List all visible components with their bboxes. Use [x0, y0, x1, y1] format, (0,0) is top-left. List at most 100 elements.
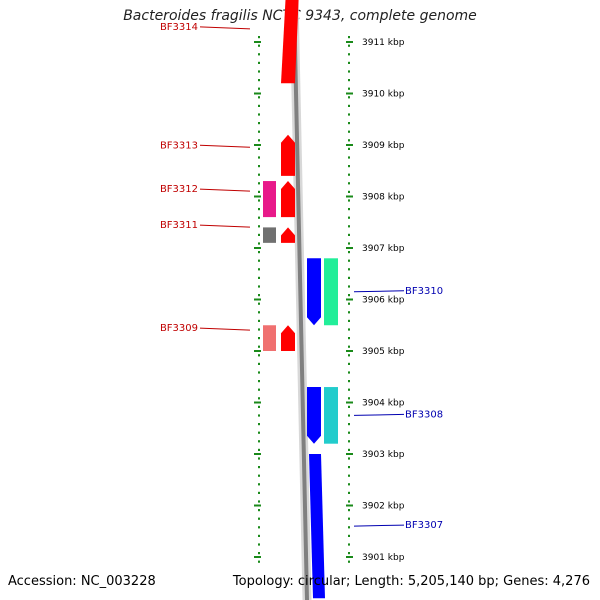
left-major-tick — [254, 453, 261, 455]
right-scale-dot — [348, 208, 350, 211]
right-scale-dot — [348, 491, 350, 494]
left-scale-dot — [258, 70, 260, 73]
right-scale-dot — [348, 457, 350, 460]
right-major-tick — [346, 504, 353, 507]
left-scale-dot — [258, 276, 260, 279]
gene-arrow-bf3312 — [281, 181, 295, 218]
right-scale-dot — [348, 354, 350, 357]
left-major-tick — [254, 504, 261, 507]
right-scale-dot — [348, 466, 350, 469]
right-major-tick — [346, 401, 353, 404]
left-scale-dot — [258, 371, 260, 374]
left-scale-dot — [258, 242, 260, 245]
right-scale-dot — [348, 268, 350, 271]
right-major-tick — [346, 453, 353, 455]
left-scale-dot — [258, 251, 260, 254]
right-scale-dot — [348, 276, 350, 279]
gene-label: BF3309 — [160, 323, 198, 334]
gene-feature-block — [263, 181, 276, 218]
gene-arrow-bf3309 — [281, 325, 295, 351]
left-scale-dot — [258, 122, 260, 125]
kbp-tick-label: 3905 kbp — [362, 347, 405, 357]
gene-arrow-bf3313 — [281, 134, 295, 176]
gene-label: BF3307 — [405, 520, 443, 531]
kbp-tick-label: 3907 kbp — [362, 244, 405, 254]
right-scale-dot — [348, 328, 350, 331]
gene-feature-block — [263, 325, 276, 351]
gene-leader-line — [199, 188, 251, 192]
right-scale-dot — [348, 36, 350, 39]
right-scale-dot — [348, 87, 350, 90]
right-scale-dot — [348, 216, 350, 219]
gene-arrow-bf3314 — [281, 0, 299, 84]
left-major-tick — [254, 298, 261, 301]
right-scale-dot — [348, 79, 350, 82]
left-scale-dot — [258, 173, 260, 176]
gene-feature-block — [324, 387, 338, 444]
left-major-tick — [254, 92, 261, 95]
genome-backbone — [292, 0, 309, 600]
kbp-tick-label: 3910 kbp — [362, 90, 405, 100]
right-scale-dot — [348, 362, 350, 365]
left-scale-dot — [258, 448, 260, 451]
gene-feature-block — [263, 227, 276, 243]
right-scale-dot — [348, 165, 350, 168]
left-scale-dot — [258, 225, 260, 228]
left-scale-dot — [258, 431, 260, 434]
right-scale-dot — [348, 130, 350, 133]
left-scale-dot — [258, 560, 260, 563]
left-major-tick — [254, 41, 261, 43]
right-scale-dot — [348, 259, 350, 262]
gene-leader-line — [353, 524, 405, 527]
right-scale-dot — [348, 199, 350, 202]
left-scale-dot — [258, 268, 260, 271]
right-major-tick — [346, 350, 353, 352]
left-scale-dot — [258, 44, 260, 47]
right-scale-dot — [348, 414, 350, 417]
left-scale-dot — [258, 466, 260, 469]
kbp-tick-label: 3904 kbp — [362, 399, 405, 409]
right-scale-dot — [348, 96, 350, 99]
right-scale-dot — [348, 147, 350, 150]
left-scale-dot — [258, 414, 260, 417]
right-scale-dot — [348, 431, 350, 434]
left-scale-dot — [258, 285, 260, 288]
right-major-tick — [346, 298, 353, 301]
gene-arrow-bf3311 — [281, 227, 295, 243]
right-scale-dot — [348, 139, 350, 142]
left-major-tick — [254, 350, 261, 352]
kbp-tick-label: 3903 kbp — [362, 450, 405, 460]
left-scale-dot — [258, 165, 260, 168]
left-scale-dot — [258, 130, 260, 133]
left-scale-dot — [258, 483, 260, 486]
left-scale-dot — [258, 311, 260, 314]
gene-label: BF3311 — [160, 220, 198, 231]
left-scale-dot — [258, 294, 260, 297]
left-scale-dot — [258, 328, 260, 331]
right-scale-dot — [348, 560, 350, 563]
gene-label: BF3308 — [405, 409, 443, 420]
left-scale-dot — [258, 388, 260, 391]
left-scale-dot — [258, 491, 260, 494]
right-major-tick — [346, 247, 353, 249]
right-scale-dot — [348, 337, 350, 340]
left-scale-dot — [258, 500, 260, 503]
gene-arrow-bf3310 — [307, 258, 321, 326]
left-scale-dot — [258, 319, 260, 322]
right-scale-dot — [348, 61, 350, 64]
right-scale-dot — [348, 397, 350, 400]
kbp-tick-label: 3901 kbp — [362, 553, 405, 563]
left-scale-dot — [258, 208, 260, 211]
left-scale-dot — [258, 534, 260, 537]
left-scale-dot — [258, 345, 260, 348]
right-major-tick — [346, 41, 353, 43]
right-scale-dot — [348, 345, 350, 348]
right-scale-dot — [348, 526, 350, 529]
left-scale-dot — [258, 216, 260, 219]
topology-label: Topology: circular; Length: 5,205,140 bp… — [232, 574, 590, 589]
gene-label: BF3314 — [160, 22, 198, 33]
left-scale-dot — [258, 440, 260, 443]
right-scale-dot — [348, 251, 350, 254]
right-scale-dot — [348, 405, 350, 408]
left-scale-dot — [258, 147, 260, 150]
